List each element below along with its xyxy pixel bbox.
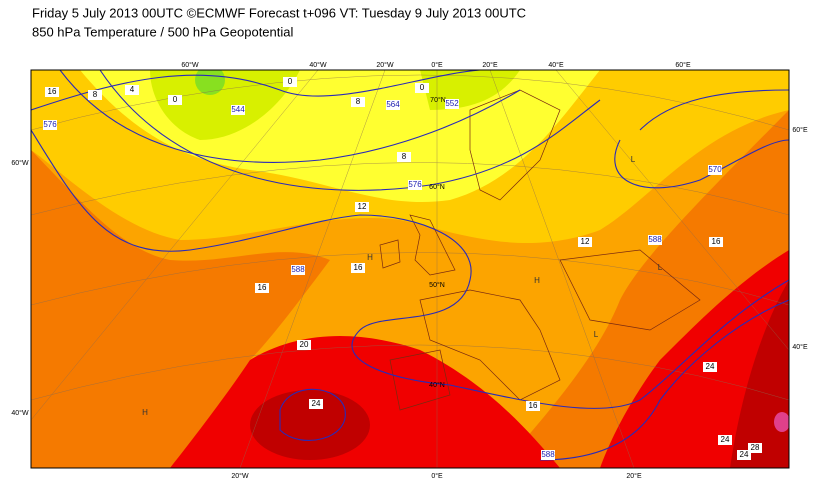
lon-label: 60°E xyxy=(675,61,691,69)
temperature-label: 8 xyxy=(356,97,361,106)
temperature-label: 24 xyxy=(706,362,715,371)
label-box xyxy=(386,100,400,110)
geopotential-label: 588 xyxy=(541,450,555,459)
title-line: Friday 5 July 2013 00UTC ©ECMWF Forecast… xyxy=(32,5,526,20)
temperature-label: 8 xyxy=(93,90,98,99)
temperature-label: 0 xyxy=(288,77,293,86)
lat-label: 60°E xyxy=(792,126,808,134)
label-box xyxy=(355,202,369,212)
label-box xyxy=(45,87,59,97)
label-box xyxy=(231,105,245,115)
geopotential-label: 570 xyxy=(708,165,722,174)
label-box xyxy=(297,340,311,350)
label-box xyxy=(718,435,732,445)
temperature-label: 24 xyxy=(312,399,321,408)
pressure-centre: H xyxy=(534,276,540,285)
label-box xyxy=(351,263,365,273)
map-frame xyxy=(30,69,790,469)
lat-label: 40°W xyxy=(11,409,29,417)
label-box xyxy=(283,77,297,87)
label-box xyxy=(125,85,139,95)
label-box xyxy=(408,180,422,190)
temperature-label: 12 xyxy=(358,202,367,211)
label-box xyxy=(578,237,592,247)
label-box xyxy=(709,237,723,247)
lon-label: 60°W xyxy=(181,61,199,69)
geopotential-label: 576 xyxy=(408,180,422,189)
map-labels: 60°W 40°W 20°W 0°E 20°E 40°E 60°E 20°W 0°E 20°E 60… xyxy=(11,61,808,480)
temperature-label: 28 xyxy=(751,443,760,452)
label-box xyxy=(648,235,662,245)
label-box xyxy=(748,443,762,453)
lon-label: 20°W xyxy=(231,472,249,480)
label-box xyxy=(708,165,722,175)
label-box xyxy=(291,265,305,275)
label-box xyxy=(445,99,459,109)
lon-label: 20°E xyxy=(626,472,642,480)
lat-label: 40°E xyxy=(792,343,808,351)
lat-label: 40°N xyxy=(429,381,445,389)
label-box xyxy=(88,90,102,100)
lon-label: 0°E xyxy=(431,61,443,69)
geopotential-label: 544 xyxy=(231,105,245,114)
lon-label: 40°W xyxy=(309,61,327,69)
subtitle-line: 850 hPa Temperature / 500 hPa Geopotenti… xyxy=(32,24,294,39)
temperature-label: 24 xyxy=(740,450,749,459)
lon-label: 40°E xyxy=(548,61,564,69)
geopotential-label: 564 xyxy=(386,100,400,109)
pressure-centre: L xyxy=(594,330,599,339)
geopotential-label: 588 xyxy=(648,235,662,244)
geopotential-label: 588 xyxy=(291,265,305,274)
label-box xyxy=(415,83,429,93)
temperature-label: 8 xyxy=(402,152,407,161)
pressure-centre: L xyxy=(658,263,663,272)
pressure-centre: H xyxy=(367,253,373,262)
label-box xyxy=(168,95,182,105)
label-box xyxy=(737,450,751,460)
temperature-label: 4 xyxy=(130,85,135,94)
temperature-label: 0 xyxy=(173,95,178,104)
temperature-label: 16 xyxy=(529,401,538,410)
label-box xyxy=(255,283,269,293)
geopotential-label: 552 xyxy=(445,99,459,108)
temperature-label: 12 xyxy=(581,237,590,246)
label-box xyxy=(351,97,365,107)
temperature-label: 0 xyxy=(420,83,425,92)
lat-label: 50°N xyxy=(429,281,445,289)
geopotential-label: 576 xyxy=(43,120,57,129)
label-box xyxy=(309,399,323,409)
label-box xyxy=(526,401,540,411)
temperature-label: 16 xyxy=(258,283,267,292)
temperature-label: 16 xyxy=(354,263,363,272)
label-box xyxy=(43,120,57,130)
label-box xyxy=(397,152,411,162)
temperature-label: 16 xyxy=(48,87,57,96)
pressure-centre: L xyxy=(631,155,636,164)
lat-label: 70°N xyxy=(430,96,446,104)
temperature-label: 24 xyxy=(721,435,730,444)
lon-label: 20°W xyxy=(376,61,394,69)
temperature-label: 16 xyxy=(712,237,721,246)
lon-label: 20°E xyxy=(482,61,498,69)
label-box xyxy=(703,362,717,372)
lat-label: 60°W xyxy=(11,159,29,167)
lat-label: 60°N xyxy=(429,183,445,191)
pressure-centre: H xyxy=(142,408,148,417)
lon-label: 0°E xyxy=(431,472,443,480)
temperature-label: 20 xyxy=(300,340,309,349)
label-box xyxy=(541,450,555,460)
